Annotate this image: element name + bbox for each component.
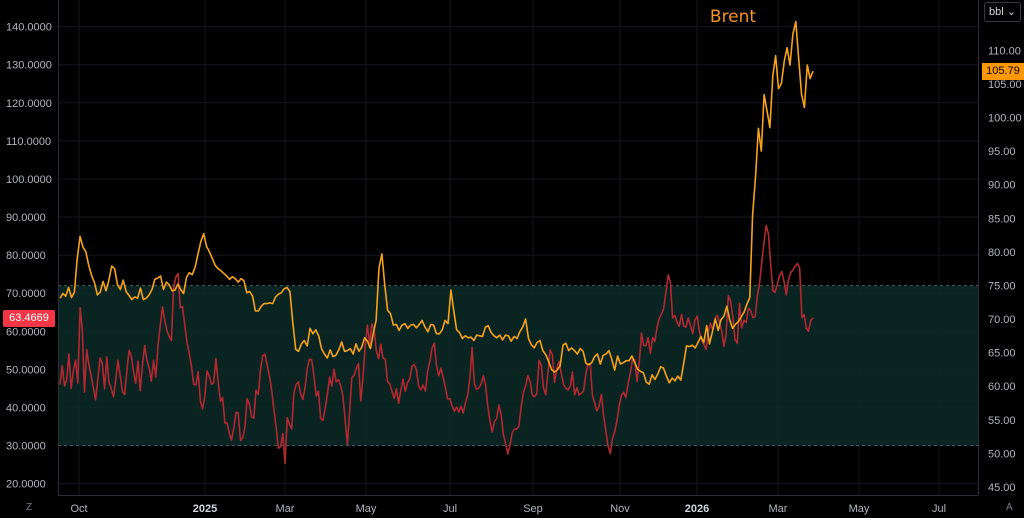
x-tick-label: Mar xyxy=(769,503,788,515)
left-tick-label: 60.0000 xyxy=(6,326,46,338)
right-tick-label: 95.00 xyxy=(988,146,1016,158)
right-tick-label: 65.00 xyxy=(988,348,1016,360)
right-tick-label: 60.00 xyxy=(988,381,1016,393)
left-tick-label: 20.0000 xyxy=(6,479,46,491)
x-tick-label: Jul xyxy=(932,503,946,515)
left-tick-label: 70.0000 xyxy=(6,288,46,300)
right-tick-label: 110.00 xyxy=(988,45,1021,57)
zoom-toggle-button[interactable]: Z xyxy=(26,502,33,513)
left-tick-label: 140.0000 xyxy=(6,22,52,34)
left-tick-label: 110.0000 xyxy=(6,136,51,148)
left-tick-label: 80.0000 xyxy=(6,250,46,262)
highlight-band xyxy=(58,285,978,446)
x-tick-label: May xyxy=(356,503,377,515)
x-tick-label: May xyxy=(849,503,870,515)
left-tick-label: 120.0000 xyxy=(6,98,52,110)
right-tick-label: 105.00 xyxy=(988,79,1022,91)
right-tick-label: 70.00 xyxy=(988,314,1016,326)
right-tick-label: 45.00 xyxy=(988,482,1016,494)
left-tick-label: 40.0000 xyxy=(6,402,46,414)
x-tick-label: Sep xyxy=(523,503,543,515)
right-tick-label: 55.00 xyxy=(988,415,1016,427)
unit-selector[interactable]: bbl ⌄ xyxy=(984,2,1021,22)
left-axis-ticks: 140.0000 130.0000 120.0000 110.0000 100.0000… xyxy=(6,22,52,491)
right-tick-label: 80.00 xyxy=(988,247,1016,259)
x-tick-label: Oct xyxy=(70,503,87,515)
x-tick-label: Jul xyxy=(443,503,457,515)
right-tick-label: 90.00 xyxy=(988,180,1016,192)
chevron-down-icon: ⌄ xyxy=(1006,6,1016,18)
indicator-line xyxy=(59,224,814,465)
right-tick-label: 100.00 xyxy=(988,113,1022,125)
x-axis-ticks: Oct 2025 Mar May Jul Sep Nov 2026 Mar May Jul xyxy=(70,503,946,515)
right-last-value-badge: 105.79 xyxy=(982,62,1024,80)
left-last-value-badge: 63.4669 xyxy=(3,309,55,327)
left-tick-label: 100.0000 xyxy=(6,174,52,186)
x-tick-label: Nov xyxy=(610,503,630,515)
right-tick-label: 75.00 xyxy=(988,280,1016,292)
right-tick-label: 50.00 xyxy=(988,448,1016,460)
right-tick-label: 85.00 xyxy=(988,213,1016,225)
brent-price-line xyxy=(59,20,814,386)
left-tick-label: 130.0000 xyxy=(6,60,52,72)
unit-label: bbl xyxy=(989,6,1004,18)
x-tick-label: 2026 xyxy=(685,503,709,515)
series-layer xyxy=(59,20,814,465)
x-tick-label: 2025 xyxy=(193,503,217,515)
left-tick-label: 50.0000 xyxy=(6,364,46,376)
left-tick-label: 90.0000 xyxy=(6,212,46,224)
left-tick-label: 30.0000 xyxy=(6,441,46,453)
x-tick-label: Mar xyxy=(276,503,295,515)
right-axis-ticks: 115.00110.00105.00100.0095.0090.0085.008… xyxy=(988,12,1022,494)
auto-scale-button[interactable]: A xyxy=(1006,502,1013,513)
chart-title: Brent xyxy=(710,7,757,27)
